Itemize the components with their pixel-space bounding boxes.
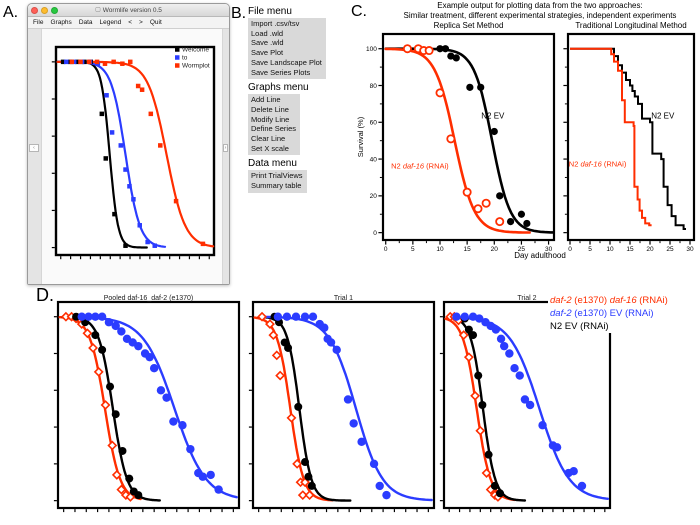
trial1-plot	[248, 300, 436, 513]
menu-item-[interactable]: >	[139, 19, 143, 26]
svg-text:10: 10	[436, 246, 444, 253]
minimize-button[interactable]	[41, 6, 48, 14]
svg-text:Wormplot: Wormplot	[182, 63, 210, 70]
scroll-left-button[interactable]: ‹	[29, 144, 39, 152]
graphs-menu-list: Add Line Delete Line Modify Line Define Ser…	[248, 94, 301, 156]
graphs-menu-item: Clear Line	[251, 134, 286, 144]
trial2-plot-title: Trial 2	[517, 295, 537, 302]
panel-d-legend: daf-2 (e1370) daf-16 (RNAi) daf-2 (e1370)…	[548, 294, 670, 333]
graphs-menu-item: Delete Line	[251, 104, 289, 114]
legend-entry: daf-2 (e1370) daf-16 (RNAi)	[550, 295, 668, 306]
svg-text:80: 80	[370, 83, 378, 90]
svg-text:N2 daf-16 (RNAi): N2 daf-16 (RNAi)	[569, 159, 627, 168]
svg-text:20: 20	[370, 193, 378, 200]
legend-entry: N2 EV (RNAi)	[550, 321, 609, 332]
svg-text:25: 25	[518, 246, 526, 253]
pooled-plot	[53, 300, 241, 513]
svg-text:Survival (%): Survival (%)	[356, 116, 365, 157]
svg-text:Welcome: Welcome	[182, 47, 209, 54]
window-content: ‹ › Welcome to Wormplot	[28, 29, 229, 284]
svg-text:5: 5	[588, 246, 592, 253]
window-titlebar: ▢ Wormlife version 0.5	[28, 4, 229, 17]
svg-text:0: 0	[568, 246, 572, 253]
trial1-plot-title: Trial 1	[333, 295, 354, 302]
menu-item-graphs[interactable]: Graphs	[50, 19, 72, 26]
svg-text:30: 30	[545, 246, 553, 253]
file-menu-item: Save .wld	[251, 38, 284, 48]
file-menu-item: Save Series Plots	[251, 67, 311, 77]
file-menu-header: File menu	[248, 6, 292, 17]
svg-text:N2 EV: N2 EV	[481, 112, 505, 121]
file-menu-item: Load .wld	[251, 28, 284, 38]
close-button[interactable]	[31, 6, 38, 14]
scroll-right-button[interactable]: ›	[223, 144, 228, 152]
data-menu-item: Summary table	[251, 181, 302, 191]
file-menu-item: Import .csv/tsv	[251, 19, 300, 28]
svg-text:30: 30	[686, 246, 694, 253]
app-window: ▢ Wormlife version 0.5 File Graphs Data Leg…	[27, 3, 230, 285]
graphs-menu-item: Set X scale	[251, 143, 289, 153]
longitudinal-plot: 0 5 10 15 20 25 30 N2 EV N2 daf-16 (RNAi)	[563, 32, 696, 253]
app-icon: ▢	[95, 7, 101, 13]
svg-text:to: to	[182, 55, 188, 62]
panel-label-a: A.	[3, 4, 19, 21]
legend-entry: daf-2 (e1370) EV (RNAi)	[550, 308, 654, 319]
menu-reference: File menu Import .csv/tsv Load .wld Save .…	[248, 6, 358, 193]
longitudinal-title: Traditional Longitudinal Method	[575, 21, 687, 30]
svg-text:100: 100	[366, 46, 377, 53]
panel-label-b: B.	[231, 5, 247, 22]
panel-label-c: C.	[351, 3, 367, 20]
svg-text:N2 daf-16 (RNAi): N2 daf-16 (RNAi)	[391, 161, 449, 170]
replica-set-plot: 0 5 10 15 20 25 30 0 20 40 60 80 100 Survival (%) N2 E…	[356, 32, 556, 253]
svg-text:20: 20	[646, 246, 654, 253]
svg-text:20: 20	[491, 246, 499, 253]
svg-text:N2 EV: N2 EV	[651, 112, 675, 121]
data-menu-header: Data menu	[248, 158, 297, 170]
svg-text:15: 15	[626, 246, 634, 253]
menu-item-file[interactable]: File	[33, 19, 44, 26]
svg-text:5: 5	[411, 246, 415, 253]
svg-text:0: 0	[373, 230, 377, 237]
replica-set-title: Replica Set Method	[433, 21, 504, 30]
svg-text:40: 40	[370, 156, 378, 163]
svg-text:60: 60	[370, 120, 378, 127]
left-scroll-strip: ‹	[28, 29, 42, 284]
svg-text:25: 25	[666, 246, 674, 253]
svg-text:0: 0	[384, 246, 388, 253]
file-menu-list: Import .csv/tsv Load .wld Save .wld Save Pl…	[248, 18, 326, 80]
window-title-text: Wormlife version 0.5	[102, 6, 162, 14]
pooled-plot-title: Pooled daf-16_daf-2 (e1370)	[103, 295, 194, 302]
panel-c-heading-line2: Similar treatment, different experimenta…	[403, 11, 677, 20]
zoom-button[interactable]	[51, 6, 58, 14]
file-menu-item: Save Landscape Plot	[251, 57, 322, 67]
graphs-menu-item: Add Line	[251, 95, 281, 105]
x-axis-label: Day adulthood	[514, 251, 566, 260]
graphs-menu-header: Graphs menu	[248, 82, 309, 94]
window-title: ▢ Wormlife version 0.5	[28, 7, 229, 14]
panel-label-d: D.	[36, 285, 54, 305]
menubar: File Graphs Data Legend < > Quit	[28, 17, 229, 29]
graphs-menu-item: Define Series	[251, 124, 297, 134]
file-menu-item: Save Plot	[251, 48, 284, 58]
trial2-plot	[439, 300, 612, 513]
data-menu-item: Print TrialViews	[251, 171, 303, 181]
graphs-menu-item: Modify Line	[251, 114, 290, 124]
menu-item-legend[interactable]: Legend	[99, 19, 122, 26]
menu-item-quit[interactable]: Quit	[149, 19, 162, 26]
menu-item-[interactable]: <	[128, 19, 133, 26]
svg-text:10: 10	[606, 246, 614, 253]
svg-text:15: 15	[464, 246, 472, 253]
menu-item-data[interactable]: Data	[78, 19, 93, 26]
panel-c-heading-line1: Example output for plotting data from th…	[437, 1, 643, 10]
data-menu-list: Print TrialViews Summary table	[248, 170, 307, 193]
right-scroll-strip: ›	[222, 29, 229, 284]
